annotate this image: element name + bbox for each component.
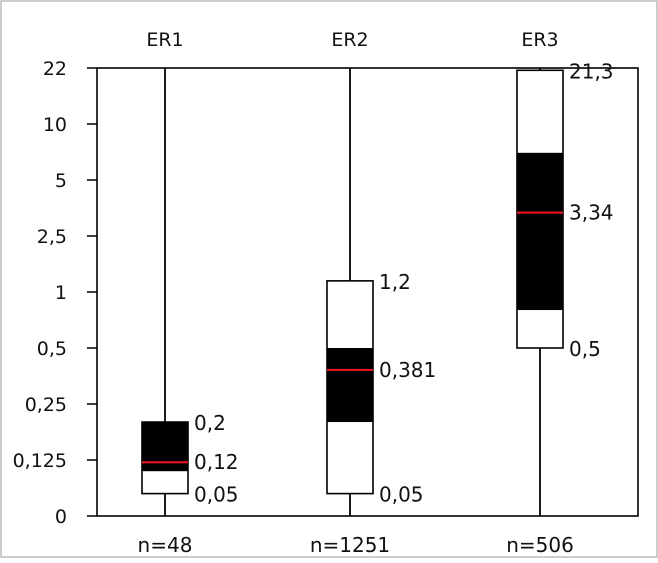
- y-tick-label: 0,125: [13, 450, 67, 472]
- n-label: n=1251: [310, 533, 390, 557]
- value-label-bottom: 0,05: [379, 483, 424, 507]
- y-tick-label: 2,5: [37, 226, 67, 248]
- value-label-bottom: 0,05: [194, 483, 239, 507]
- box-er1: ER1 n=48 0,2 0,12 0,05: [138, 29, 239, 557]
- category-label: ER1: [146, 29, 183, 51]
- y-tick-label: 10: [43, 114, 67, 136]
- value-label-median: 3,34: [569, 201, 614, 225]
- value-label-median: 0,12: [194, 450, 239, 474]
- y-tick-label: 22: [43, 58, 67, 80]
- iqr-box: [517, 152, 563, 311]
- value-label-bottom: 0,5: [569, 337, 601, 361]
- y-tick-label: 5: [55, 170, 67, 192]
- n-label: n=48: [138, 533, 193, 557]
- value-label-top: 0,2: [194, 411, 226, 435]
- value-label-top: 21,3: [569, 59, 614, 83]
- box-er3: ER3 n=506 21,3 3,34 0,5: [506, 29, 613, 557]
- category-label: ER2: [331, 29, 368, 51]
- iqr-box: [327, 348, 373, 423]
- y-axis: 22 10 5 2,5 1 0,5 0,25 0,125 0: [13, 58, 97, 528]
- y-tick-label: 0,25: [25, 394, 67, 416]
- value-label-top: 1,2: [379, 270, 411, 294]
- value-label-median: 0,381: [379, 358, 436, 382]
- box-er2: ER2 n=1251 1,2 0,381 0,05: [310, 29, 436, 557]
- y-tick-label: 1: [55, 282, 67, 304]
- y-tick-label: 0: [55, 506, 67, 528]
- iqr-box: [142, 422, 188, 472]
- category-label: ER3: [521, 29, 558, 51]
- n-label: n=506: [506, 533, 574, 557]
- y-tick-label: 0,5: [37, 338, 67, 360]
